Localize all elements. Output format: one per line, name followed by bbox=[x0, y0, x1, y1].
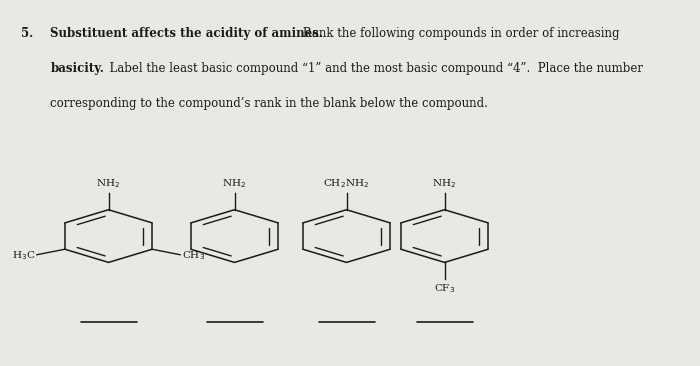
Text: NH$_2$: NH$_2$ bbox=[433, 177, 456, 190]
Text: 5.: 5. bbox=[21, 27, 34, 41]
Text: basicity.: basicity. bbox=[50, 62, 104, 75]
Text: CF$_3$: CF$_3$ bbox=[434, 283, 455, 295]
Text: NH$_2$: NH$_2$ bbox=[97, 177, 120, 190]
Text: H$_3$C: H$_3$C bbox=[12, 249, 35, 262]
Text: Substituent affects the acidity of amines.: Substituent affects the acidity of amine… bbox=[50, 27, 323, 41]
Text: CH$_3$: CH$_3$ bbox=[182, 249, 205, 262]
Text: corresponding to the compound’s rank in the blank below the compound.: corresponding to the compound’s rank in … bbox=[50, 97, 489, 110]
Text: Label the least basic compound “1” and the most basic compound “4”.  Place the n: Label the least basic compound “1” and t… bbox=[102, 62, 643, 75]
Text: NH$_2$: NH$_2$ bbox=[223, 177, 246, 190]
Text: Rank the following compounds in order of increasing: Rank the following compounds in order of… bbox=[299, 27, 620, 41]
Text: CH$_2$NH$_2$: CH$_2$NH$_2$ bbox=[323, 177, 370, 190]
